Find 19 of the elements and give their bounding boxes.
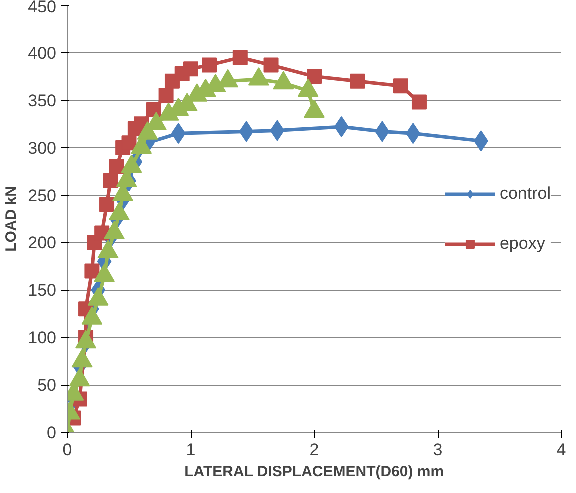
y-tick-label: 250 [28,186,57,206]
y-tick-label: 300 [28,138,57,158]
y-tick-label: 150 [28,281,57,300]
y-tick-label: 50 [38,376,57,396]
x-tick-label: 2 [310,440,320,460]
x-tick-label: 3 [433,440,443,460]
legend-label: epoxy [500,234,546,254]
y-axis-title: LOAD kN [3,186,20,252]
y-tick-label: 100 [28,328,57,348]
x-tick-label: 0 [62,440,72,460]
x-axis-title: LATERAL DISPLACEMENT(D60) mm [184,464,444,480]
y-tick-label: 450 [28,0,57,16]
legend-label: control [500,184,551,204]
y-tick-label: 400 [28,44,57,63]
x-tick-label: 4 [556,440,566,460]
x-tick-label: 1 [186,440,196,460]
y-tick-label: 0 [47,424,57,442]
y-tick-label: 200 [28,234,57,253]
y-tick-label: 350 [28,91,57,110]
